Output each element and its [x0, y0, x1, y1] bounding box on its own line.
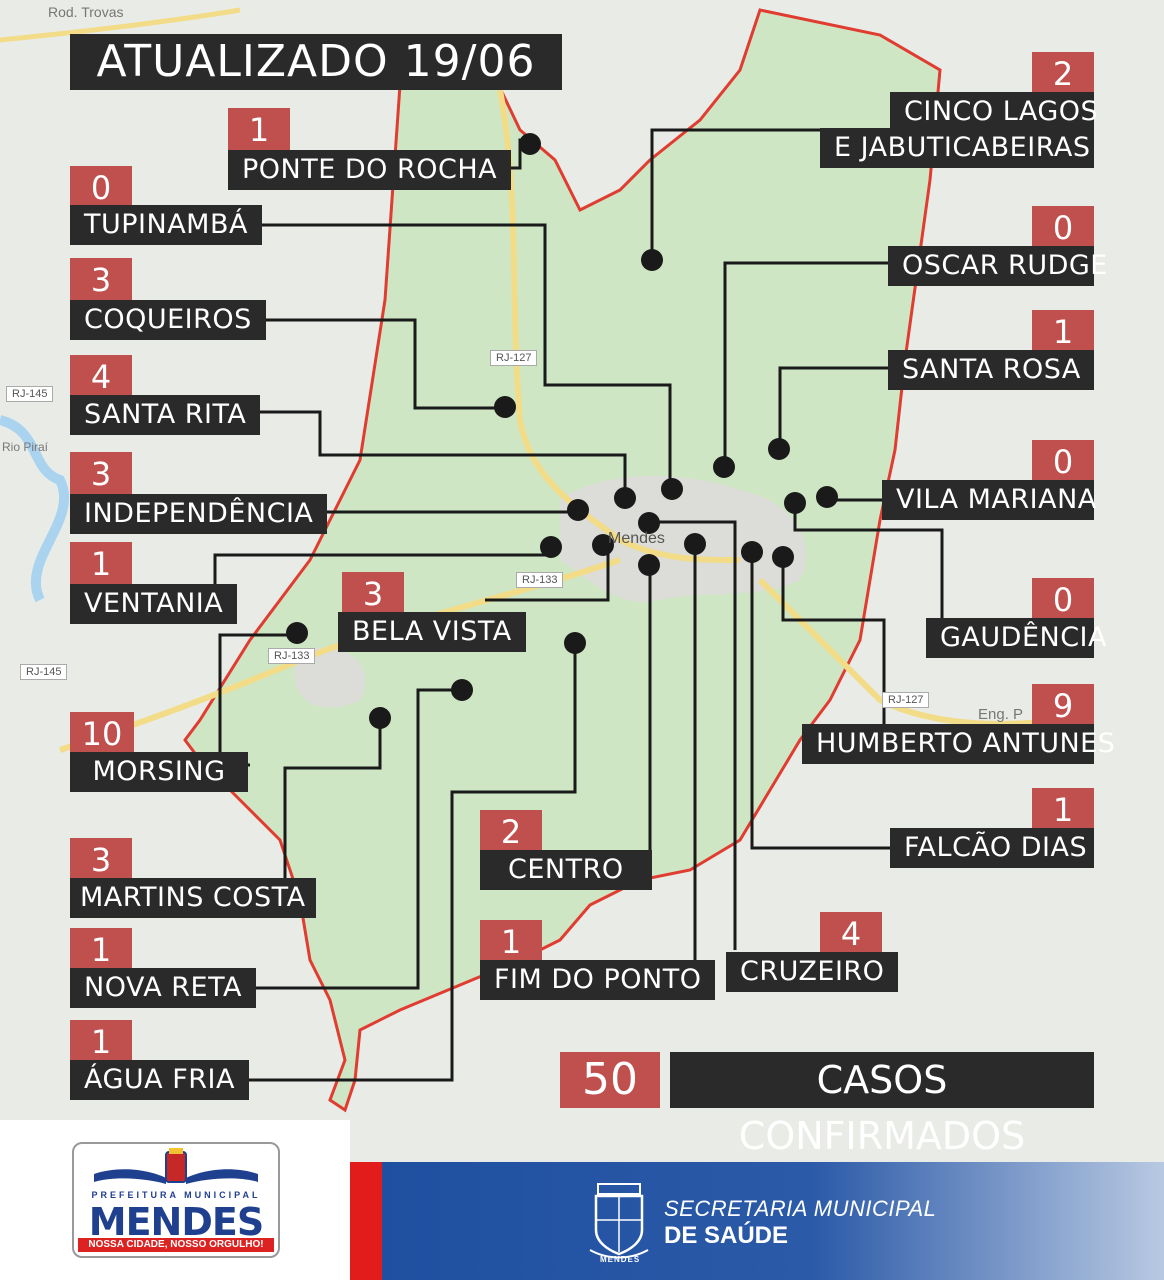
road-label: RJ-133 [268, 648, 316, 664]
coat-of-arms-icon [94, 1148, 258, 1184]
case-count-morsing: 10 [70, 712, 134, 756]
case-count-agua-fria: 1 [70, 1020, 132, 1064]
case-count-cinco-lagos: 2 [1032, 52, 1094, 96]
neighborhood-cruzeiro: CRUZEIRO [726, 952, 899, 992]
city-logo-text: MENDES [88, 1200, 264, 1244]
road-label: RJ-145 [20, 664, 68, 680]
case-count-cruzeiro: 4 [820, 912, 882, 956]
river-label: Rio Piraí [2, 440, 49, 454]
case-count-centro: 2 [480, 810, 542, 854]
neighborhood-centro: CENTRO [480, 850, 652, 890]
prefeitura-label: PREFEITURA MUNICIPAL [91, 1190, 261, 1200]
neighborhood-santa-rita: SANTA RITA [70, 395, 261, 435]
case-count-bela-vista: 3 [342, 572, 404, 616]
case-count-martins-costa: 3 [70, 838, 132, 882]
neighborhood-martins-costa: MARTINS COSTA [70, 878, 316, 918]
neighborhood-nova-reta: NOVA RETA [70, 968, 256, 1008]
road-label: RJ-127 [490, 350, 538, 366]
prefeitura-logo: PREFEITURA MUNICIPAL MENDES NOSSA CIDADE… [72, 1142, 280, 1258]
road-label: RJ-145 [6, 386, 54, 402]
footer-red-stripe [350, 1162, 382, 1280]
road-label: RJ-127 [882, 692, 930, 708]
neighborhood-morsing: MORSING [70, 752, 248, 792]
road-name-label: Rod. Trovas [48, 4, 124, 20]
footer-banner [382, 1162, 1164, 1280]
case-count-ponte-do-rocha: 1 [228, 108, 290, 152]
neighborhood-oscar-rudge: OSCAR RUDGE [888, 246, 1107, 286]
neighborhood-independencia: INDEPENDÊNCIA [70, 494, 328, 534]
case-count-humberto-antunes: 9 [1032, 684, 1094, 728]
case-count-nova-reta: 1 [70, 928, 132, 972]
total-cases-value: 50 [560, 1052, 660, 1108]
case-count-santa-rita: 4 [70, 355, 132, 399]
case-count-vila-mariana: 0 [1032, 440, 1094, 484]
case-count-oscar-rudge: 0 [1032, 206, 1094, 250]
neighborhood-jabuticabeiras: E JABUTICABEIRAS [820, 128, 1094, 168]
secretaria-subtitle: DE SAÚDE [664, 1222, 789, 1249]
place-label: Eng. P [978, 706, 1024, 723]
neighborhood-ventania: VENTANIA [70, 584, 238, 624]
neighborhood-cinco-lagos: CINCO LAGOS [890, 92, 1098, 132]
case-count-coqueiros: 3 [70, 258, 132, 302]
location-dots [286, 133, 838, 729]
neighborhood-tupinamba: TUPINAMBÁ [70, 205, 262, 245]
city-label: Mendes [608, 530, 665, 547]
neighborhood-vila-mariana: VILA MARIANA [882, 480, 1096, 520]
neighborhood-gaudencia: GAUDÊNCIA [926, 618, 1107, 658]
leader-lines [213, 128, 944, 1082]
case-count-independencia: 3 [70, 452, 132, 496]
case-count-fim-do-ponto: 1 [480, 920, 542, 964]
slogan: NOSSA CIDADE, NOSSO ORGULHO! [78, 1238, 274, 1252]
neighborhood-agua-fria: ÁGUA FRIA [70, 1060, 249, 1100]
case-count-santa-rosa: 1 [1032, 310, 1094, 354]
neighborhood-falcao-dias: FALCÃO DIAS [890, 828, 1094, 868]
road-label: RJ-133 [516, 572, 564, 588]
total-cases-label: CASOS CONFIRMADOS [670, 1052, 1094, 1158]
case-count-falcao-dias: 1 [1032, 788, 1094, 832]
neighborhood-fim-do-ponto: FIM DO PONTO [480, 960, 716, 1000]
neighborhood-coqueiros: COQUEIROS [70, 300, 266, 340]
update-title: ATUALIZADO 19/06 [70, 34, 562, 90]
case-count-tupinamba: 0 [70, 166, 132, 210]
neighborhood-santa-rosa: SANTA ROSA [888, 350, 1094, 390]
secretaria-title: SECRETARIA MUNICIPAL [664, 1196, 937, 1221]
seal-label: MENDES [600, 1255, 641, 1264]
municipal-seal-icon [589, 1183, 649, 1259]
case-count-ventania: 1 [70, 542, 132, 586]
neighborhood-bela-vista: BELA VISTA [338, 612, 526, 652]
neighborhood-humberto-antunes: HUMBERTO ANTUNES [802, 724, 1115, 764]
case-count-gaudencia: 0 [1032, 578, 1094, 622]
neighborhood-ponte-do-rocha: PONTE DO ROCHA [228, 150, 512, 190]
